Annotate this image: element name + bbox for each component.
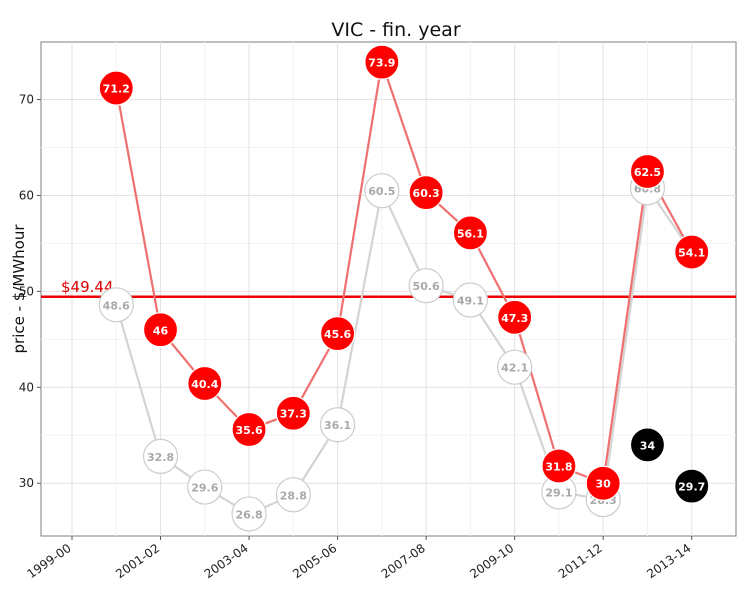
point-marker-black-filled	[674, 468, 710, 504]
point-label-red-filled: 30	[596, 478, 612, 491]
point-label-grey-outline: 60.5	[368, 185, 395, 198]
point-marker-grey-outline	[408, 268, 444, 304]
point-marker-red-filled	[275, 395, 311, 431]
x-tick-label: 2013-14	[644, 541, 693, 581]
point-label-red-filled: 73.9	[368, 57, 395, 70]
point-label-red-filled: 37.3	[280, 408, 307, 421]
point-marker-grey-outline	[364, 173, 400, 209]
point-label-red-filled: 56.1	[457, 227, 484, 240]
point-label-red-filled: 60.3	[413, 187, 440, 200]
point-marker-grey-outline	[187, 469, 223, 505]
point-marker-red-filled	[541, 448, 577, 484]
point-label-red-filled: 35.6	[235, 424, 262, 437]
point-label-red-filled: 62.5	[634, 166, 661, 179]
point-marker-red-filled	[452, 215, 488, 251]
point-marker-red-filled	[98, 70, 134, 106]
point-label-grey-outline: 26.8	[235, 508, 262, 521]
point-label-black-filled: 34	[640, 439, 656, 452]
point-label-red-filled: 54.1	[678, 247, 705, 260]
x-tick-label: 2001-02	[113, 541, 162, 581]
point-label-grey-outline: 28.8	[280, 489, 307, 502]
point-label-red-filled: 40.4	[191, 378, 218, 391]
point-marker-red-filled	[585, 465, 621, 501]
point-label-black-filled: 29.7	[678, 481, 705, 494]
point-label-red-filled: 71.2	[103, 83, 130, 96]
x-tick-label: 2003-04	[202, 541, 251, 581]
point-marker-grey-outline	[275, 477, 311, 513]
point-marker-red-filled	[629, 153, 666, 190]
point-label-grey-outline: 48.6	[103, 299, 130, 312]
data-points: 48.6 32.8 29.6 26.8 28.8 36.1 60.5 50.6 49.1 42.1…	[98, 44, 710, 532]
point-label-red-filled: 46	[153, 324, 169, 337]
point-label-grey-outline: 36.1	[324, 419, 351, 432]
point-label-grey-outline: 29.1	[545, 486, 572, 499]
point-label-grey-outline: 50.6	[413, 280, 440, 293]
point-label-grey-outline: 29.6	[191, 482, 218, 495]
point-marker-red-filled	[364, 44, 400, 80]
point-marker-black-filled	[629, 427, 666, 463]
point-marker-grey-outline	[98, 287, 134, 323]
point-marker-red-filled	[231, 411, 267, 448]
point-marker-red-filled	[142, 312, 179, 348]
x-tick-label: 2009-10	[467, 541, 516, 581]
point-marker-grey-outline	[142, 438, 179, 474]
y-tick-label: 40	[19, 380, 34, 394]
point-label-red-filled: 47.3	[501, 312, 528, 325]
y-tick-label: 50	[19, 284, 34, 298]
point-label-grey-outline: 32.8	[147, 451, 174, 464]
point-marker-red-filled	[187, 365, 223, 402]
y-tick-label: 30	[19, 476, 34, 490]
point-marker-grey-outline	[319, 407, 356, 443]
reference-line-label: $49.44	[61, 278, 114, 296]
point-label-grey-outline: 42.1	[501, 362, 528, 375]
x-tick-label: 2005-06	[290, 541, 339, 581]
point-marker-red-filled	[319, 316, 356, 352]
point-marker-grey-outline	[231, 496, 267, 532]
point-marker-grey-outline	[452, 282, 488, 318]
point-marker-red-filled	[497, 299, 533, 335]
x-tick-label: 1999-00	[25, 541, 74, 581]
y-axis-label: price - $/MWhour	[10, 224, 28, 354]
point-label-grey-outline: 49.1	[457, 295, 484, 308]
point-label-red-filled: 31.8	[545, 460, 572, 473]
point-label-red-filled: 45.6	[324, 328, 351, 341]
point-marker-grey-outline	[497, 349, 533, 385]
reference-line-group: $49.44	[41, 278, 736, 299]
chart-title: VIC - fin. year	[331, 19, 460, 41]
point-marker-red-filled	[674, 234, 710, 270]
y-tick-label: 70	[19, 93, 34, 107]
x-tick-label: 2007-08	[379, 541, 428, 581]
x-tick-label: 2011-12	[556, 541, 605, 581]
y-tick-label: 60	[19, 188, 34, 202]
point-marker-red-filled	[408, 174, 444, 211]
